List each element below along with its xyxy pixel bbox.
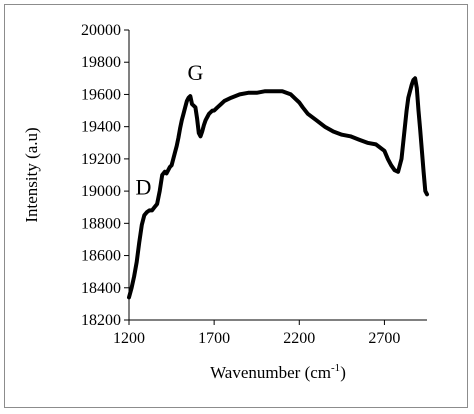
- chart-frame: [4, 4, 468, 408]
- spectrum-line: [127, 76, 429, 300]
- y-axis-title: Intensity (a.u): [22, 127, 41, 222]
- x-axis-title-superscript: -1: [331, 362, 340, 374]
- y-tick-label: 19800: [81, 54, 121, 71]
- x-axis-title: Wavenumber (cm-1): [210, 362, 346, 382]
- y-tick-label: 18600: [81, 248, 121, 265]
- y-tick-label: 19200: [81, 151, 121, 168]
- x-tick-label: 2200: [283, 330, 315, 347]
- peak-label-g: G: [187, 60, 203, 85]
- y-tick-label: 18400: [81, 280, 121, 297]
- y-tick-label: 18800: [81, 215, 121, 232]
- tick-group: 18200 18400 18600 18800 19000 19200 19400 19600…: [81, 22, 400, 347]
- peak-label-d: D: [136, 174, 152, 199]
- x-axis-title-main: Wavenumber (cm: [210, 363, 331, 382]
- y-tick-label: 19000: [81, 183, 121, 200]
- y-tick-label: 19400: [81, 119, 121, 136]
- y-tick-label: 19600: [81, 86, 121, 103]
- y-tick-label: 18200: [81, 312, 121, 329]
- x-tick-label: 2700: [368, 330, 400, 347]
- x-tick-label: 1700: [198, 330, 230, 347]
- y-tick-label: 20000: [81, 22, 121, 39]
- x-axis-title-tail: ): [340, 363, 346, 382]
- x-tick-label: 1200: [113, 330, 145, 347]
